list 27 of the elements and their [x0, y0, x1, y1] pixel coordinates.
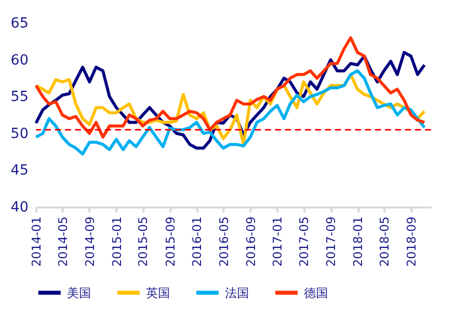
y-tick-label: 65 — [10, 16, 28, 32]
y-tick-label: 45 — [10, 162, 28, 179]
x-tick-label: 2018-09 — [404, 216, 418, 267]
line-series — [34, 36, 426, 139]
line-series — [34, 69, 426, 156]
x-tick-label: 2014-09 — [82, 216, 97, 267]
y-tick-label: 50 — [10, 126, 28, 142]
x-tick-label: 2015-09 — [163, 216, 178, 267]
x-tick-label: 2015-01 — [110, 216, 124, 267]
x-tick-label: 2017-05 — [297, 216, 312, 267]
legend-label: 德国 — [304, 286, 328, 300]
y-tick-label: 55 — [10, 89, 28, 106]
legend-label: 英国 — [146, 286, 170, 300]
y-tick-label: 40 — [10, 200, 28, 216]
legend-label: 法国 — [225, 286, 249, 300]
x-tick-label: 2016-09 — [244, 216, 258, 267]
x-tick-label: 2016-05 — [216, 216, 231, 267]
y-tick-label: 60 — [10, 52, 28, 68]
x-tick-label: 2016-01 — [190, 216, 204, 267]
x-tick-label: 2017-09 — [324, 216, 338, 267]
x-tick-label: 2017-01 — [270, 216, 285, 267]
legend-label: 美国 — [67, 286, 91, 300]
x-tick-label: 2018-01 — [351, 216, 365, 267]
x-tick-label: 2014-01 — [30, 216, 44, 267]
x-tick-label: 2018-05 — [377, 216, 392, 267]
x-tick-label: 2015-05 — [136, 216, 150, 267]
x-tick-label: 2014-05 — [56, 216, 70, 267]
